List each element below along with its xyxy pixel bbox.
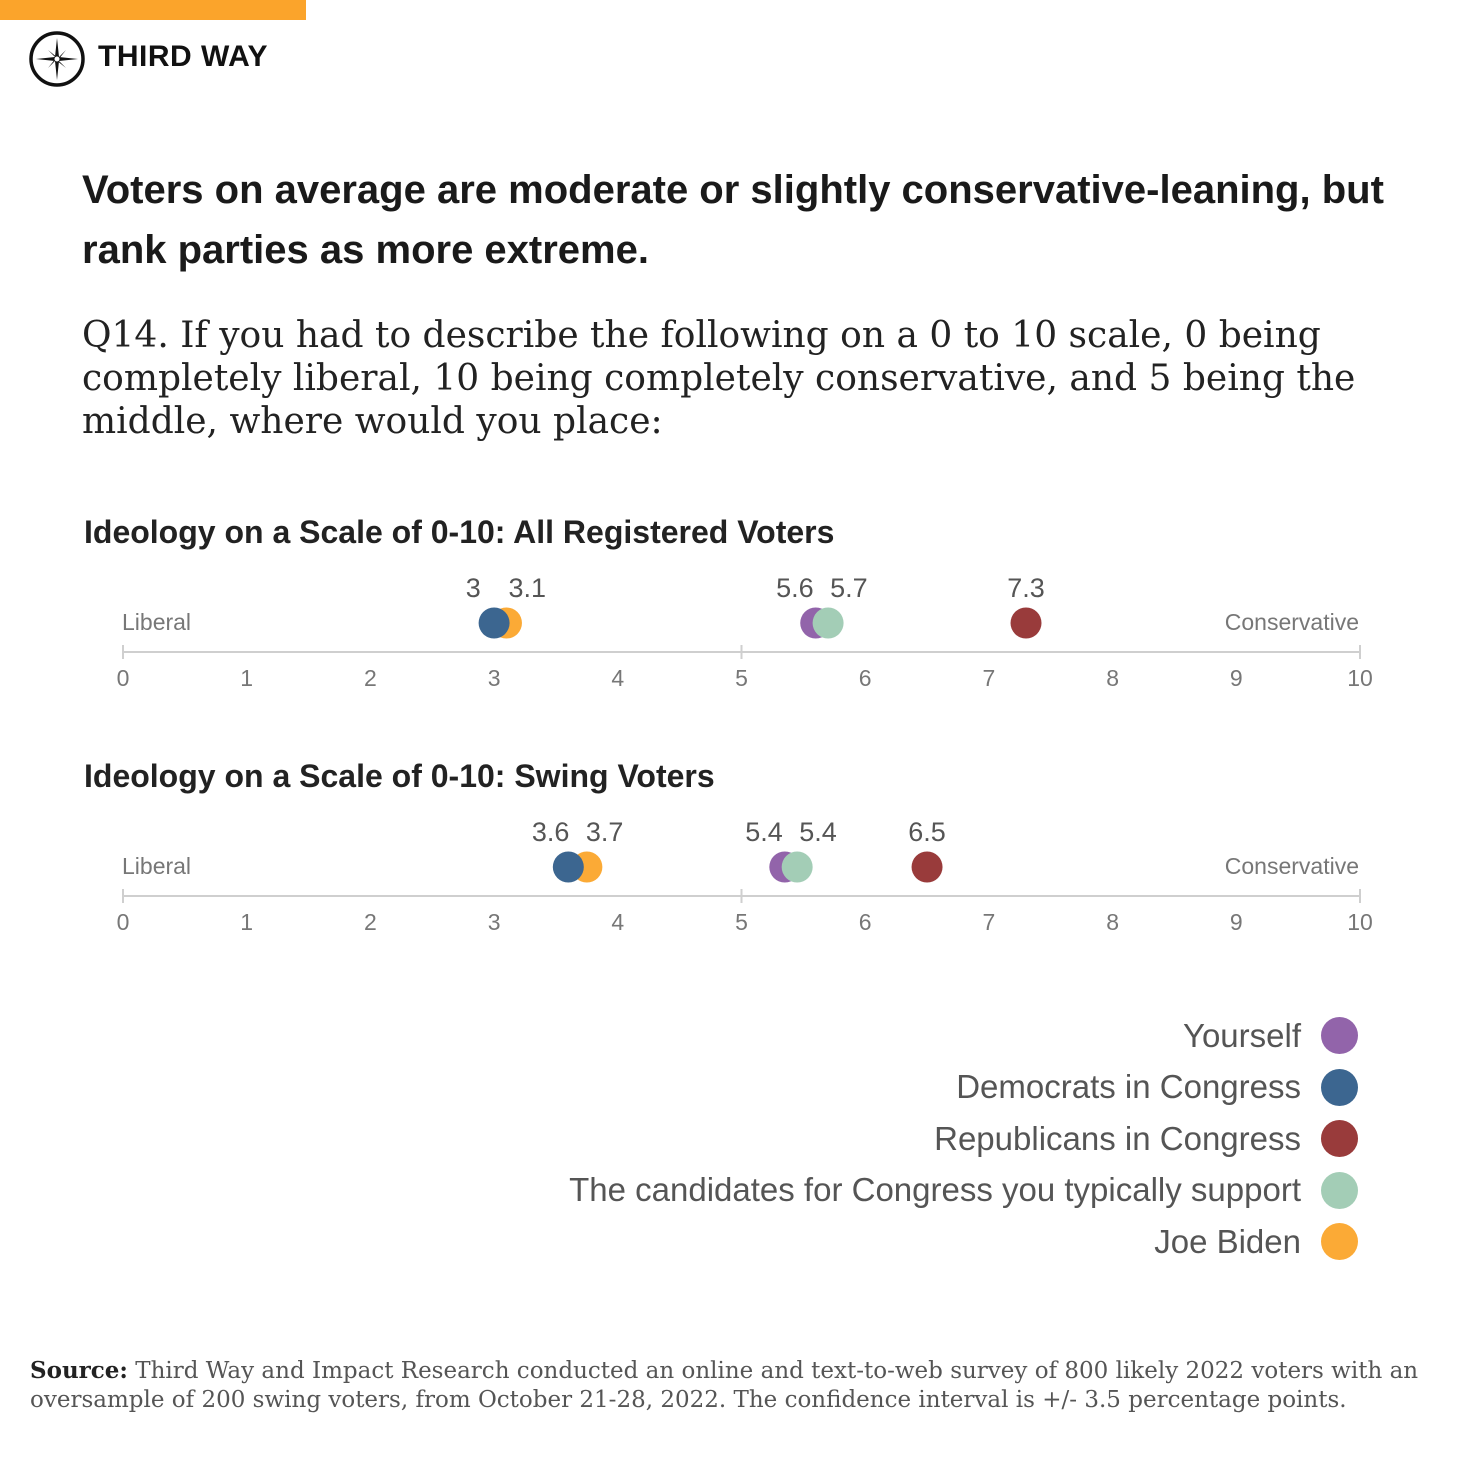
data-point bbox=[812, 607, 844, 639]
tick-label: 6 bbox=[859, 909, 872, 935]
source-text: Third Way and Impact Research conducted … bbox=[30, 1358, 1419, 1413]
tick-label: 10 bbox=[1347, 665, 1373, 691]
legend-item: The candidates for Congress you typicall… bbox=[569, 1165, 1358, 1217]
liberal-label: Liberal bbox=[122, 853, 191, 879]
legend-swatch bbox=[1321, 1068, 1358, 1106]
conservative-label: Conservative bbox=[1225, 609, 1359, 635]
data-label: 5.4 bbox=[745, 817, 783, 847]
tick-label: 10 bbox=[1347, 909, 1373, 935]
tick-label: 9 bbox=[1230, 909, 1243, 935]
compass-logo-icon bbox=[29, 31, 85, 87]
tick-label: 4 bbox=[611, 665, 624, 691]
data-point bbox=[781, 851, 813, 883]
data-point bbox=[478, 607, 510, 639]
accent-bar bbox=[0, 0, 306, 20]
brand-name: THIRD WAY bbox=[98, 40, 269, 73]
tick-label: 8 bbox=[1106, 909, 1119, 935]
legend-item: Joe Biden bbox=[569, 1216, 1358, 1268]
tick-label: 1 bbox=[240, 665, 253, 691]
tick-label: 0 bbox=[117, 909, 130, 935]
legend-label: The candidates for Congress you typicall… bbox=[569, 1171, 1301, 1209]
tick-label: 0 bbox=[117, 665, 130, 691]
dot-plot-swing-voters: 0 1 2 3 4 5 6 7 8 9 10 Liberal Conservative 3.6 3.7 5.4… bbox=[117, 817, 1373, 935]
headline: Voters on average are moderate or slight… bbox=[82, 168, 1384, 272]
legend-swatch bbox=[1321, 1223, 1358, 1261]
legend-label: Democrats in Congress bbox=[956, 1068, 1301, 1106]
data-label: 3.1 bbox=[509, 573, 547, 603]
tick-label: 5 bbox=[735, 909, 748, 935]
legend-item: Yourself bbox=[569, 1010, 1358, 1062]
tick-label: 6 bbox=[859, 665, 872, 691]
tick-label: 3 bbox=[488, 909, 501, 935]
source-note: Source: Third Way and Impact Research co… bbox=[30, 1356, 1450, 1415]
tick-label: 4 bbox=[611, 909, 624, 935]
conservative-label: Conservative bbox=[1225, 853, 1359, 879]
tick-label: 7 bbox=[983, 665, 996, 691]
legend-label: Joe Biden bbox=[1154, 1222, 1301, 1260]
legend-item: Democrats in Congress bbox=[569, 1062, 1358, 1114]
data-point bbox=[911, 851, 943, 883]
chart-title-all-voters: Ideology on a Scale of 0-10: All Registe… bbox=[84, 514, 835, 550]
source-label: Source: bbox=[30, 1357, 128, 1384]
data-label: 5.7 bbox=[830, 573, 868, 603]
legend-swatch bbox=[1321, 1017, 1358, 1055]
data-point bbox=[552, 851, 584, 883]
tick-label: 1 bbox=[240, 909, 253, 935]
legend-swatch bbox=[1321, 1120, 1358, 1158]
tick-label: 5 bbox=[735, 665, 748, 691]
data-label: 3.7 bbox=[586, 817, 624, 847]
legend: Yourself Democrats in Congress Republicans… bbox=[569, 1010, 1358, 1268]
tick-label: 2 bbox=[364, 909, 377, 935]
tick-label: 3 bbox=[488, 665, 501, 691]
legend-label: Republicans in Congress bbox=[934, 1119, 1301, 1157]
data-label: 3.6 bbox=[532, 817, 570, 847]
data-label: 5.6 bbox=[776, 573, 814, 603]
chart-title-swing-voters: Ideology on a Scale of 0-10: Swing Voter… bbox=[84, 758, 715, 794]
legend-item: Republicans in Congress bbox=[569, 1113, 1358, 1165]
data-label: 6.5 bbox=[908, 817, 946, 847]
legend-swatch bbox=[1321, 1171, 1358, 1209]
tick-label: 2 bbox=[364, 665, 377, 691]
liberal-label: Liberal bbox=[122, 609, 191, 635]
tick-label: 8 bbox=[1106, 665, 1119, 691]
tick-label: 7 bbox=[983, 909, 996, 935]
data-label: 3 bbox=[466, 573, 481, 603]
survey-question: Q14. If you had to describe the followin… bbox=[82, 315, 1356, 442]
data-point bbox=[1010, 607, 1042, 639]
legend-label: Yourself bbox=[1182, 1016, 1301, 1054]
dot-plot-all-voters: 0 1 2 3 4 5 6 7 8 9 10 Liberal Conservative 3 3.1 5.6 5.… bbox=[117, 573, 1373, 691]
data-label: 7.3 bbox=[1007, 573, 1045, 603]
data-label: 5.4 bbox=[799, 817, 837, 847]
tick-label: 9 bbox=[1230, 665, 1243, 691]
